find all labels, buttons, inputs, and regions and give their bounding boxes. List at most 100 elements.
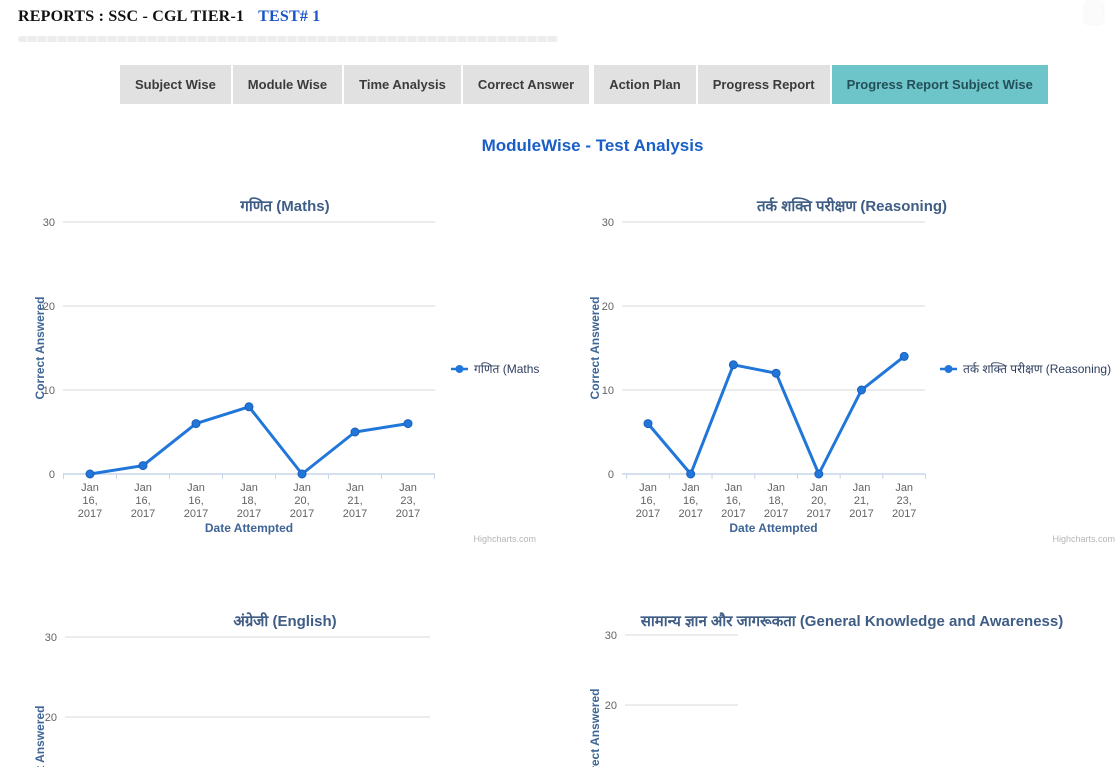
y-axis-title: Correct Answered — [33, 297, 47, 400]
x-tick-label: 23, — [400, 495, 415, 507]
x-tick-label: Jan — [682, 482, 700, 494]
x-tick-label: 18, — [768, 495, 783, 507]
x-tick-label: 16, — [135, 495, 150, 507]
data-point[interactable] — [771, 368, 781, 378]
legend-label: तर्क शक्ति परीक्षण (Reasoning) — [963, 362, 1111, 376]
x-tick-label: 16, — [82, 495, 97, 507]
data-point[interactable] — [899, 351, 909, 361]
x-tick-label: Jan — [293, 482, 311, 494]
x-tick-label: Jan — [767, 482, 785, 494]
data-point[interactable] — [814, 469, 824, 479]
x-tick-label: 2017 — [678, 508, 702, 520]
x-tick-label: Jan — [725, 482, 743, 494]
x-tick-label: Jan — [810, 482, 828, 494]
x-tick-label: 16, — [188, 495, 203, 507]
x-tick-label: 2017 — [721, 508, 745, 520]
legend-marker-dot — [455, 365, 464, 373]
x-tick-label: 20, — [294, 495, 309, 507]
x-tick-label: 2017 — [396, 508, 420, 520]
chart-svg: सामान्य ज्ञान और जागरूकता (General Knowl… — [588, 612, 1063, 767]
data-point[interactable] — [643, 419, 653, 429]
legend-item[interactable]: तर्क शक्ति परीक्षण (Reasoning) — [940, 362, 1111, 376]
x-tick-label: 2017 — [849, 508, 873, 520]
x-tick-label: 2017 — [807, 508, 831, 520]
y-tick-label: 20 — [43, 301, 55, 313]
chart-title: सामान्य ज्ञान और जागरूकता (General Knowl… — [640, 612, 1063, 630]
x-tick-label: 23, — [897, 495, 912, 507]
x-tick-label: 18, — [241, 495, 256, 507]
series-line — [88, 405, 410, 476]
tab-progress-report[interactable]: Progress Report — [697, 65, 830, 104]
data-point[interactable] — [85, 469, 95, 479]
highcharts-credit-link[interactable]: Highcharts.com — [1052, 534, 1115, 544]
x-tick-label: 2017 — [131, 508, 155, 520]
chart-svg: तर्क शक्ति परीक्षण (Reasoning) 30 20 10 0 Cor… — [588, 197, 1115, 544]
highcharts-credit-link[interactable]: Highcharts.com — [473, 534, 536, 544]
tab-module-wise[interactable]: Module Wise — [232, 65, 343, 104]
y-tick-label: 20 — [605, 700, 617, 712]
y-tick-label: 20 — [45, 712, 57, 724]
data-point[interactable] — [686, 469, 696, 479]
chart-general-knowledge: सामान्य ज्ञान और जागरूकता (General Knowl… — [585, 600, 1119, 767]
y-tick-label: 10 — [43, 385, 55, 397]
y-tick-label: 0 — [49, 469, 55, 481]
y-tick-label: 20 — [602, 301, 614, 313]
y-axis-title: Correct Answered — [33, 706, 47, 767]
tab-time-analysis[interactable]: Time Analysis — [344, 65, 461, 104]
legend-item[interactable]: गणित (Maths) — [451, 362, 540, 376]
tab-bar: Subject Wise Module Wise Time Analysis C… — [120, 65, 1050, 104]
data-point[interactable] — [297, 469, 307, 479]
y-axis-title: Correct Answered — [588, 297, 602, 400]
x-axis-title: Date Attempted — [205, 521, 293, 535]
x-tick-label: 20, — [811, 495, 826, 507]
chart-reasoning: तर्क शक्ति परीक्षण (Reasoning) 30 20 10 0 Cor… — [585, 185, 1119, 545]
x-tick-label: Jan — [399, 482, 417, 494]
x-tick-label: 2017 — [636, 508, 660, 520]
x-tick-label: Jan — [187, 482, 205, 494]
x-tick-label: Jan — [639, 482, 657, 494]
data-point[interactable] — [403, 419, 413, 429]
x-tick-label: 21, — [854, 495, 869, 507]
x-tick-label: Jan — [346, 482, 364, 494]
header-divider — [18, 36, 558, 42]
tab-action-plan[interactable]: Action Plan — [594, 65, 696, 104]
y-tick-label: 0 — [608, 469, 614, 481]
legend-label: गणित (Maths) — [474, 362, 540, 376]
x-tick-label: 2017 — [764, 508, 788, 520]
reports-title: REPORTS : SSC - CGL TIER-1 — [18, 8, 245, 25]
tab-subject-wise[interactable]: Subject Wise — [120, 65, 231, 104]
data-point[interactable] — [728, 360, 738, 370]
chart-maths: गणित (Maths) 30 20 10 0 Correct Answered Jan 16… — [30, 185, 540, 545]
legend-marker-dot — [944, 365, 953, 373]
x-tick-label: Jan — [81, 482, 99, 494]
x-tick-label: 2017 — [184, 508, 208, 520]
chart-title: गणित (Maths) — [239, 197, 329, 215]
x-tick-label: Jan — [853, 482, 871, 494]
data-point[interactable] — [244, 402, 254, 412]
y-tick-label: 30 — [602, 217, 614, 229]
y-tick-label: 30 — [43, 217, 55, 229]
page-title: ModuleWise - Test Analysis — [481, 136, 704, 155]
data-point[interactable] — [138, 461, 148, 471]
data-point[interactable] — [857, 385, 866, 395]
data-point[interactable] — [350, 427, 360, 437]
tab-correct-answer[interactable]: Correct Answer — [462, 65, 590, 104]
x-tick-label: Jan — [134, 482, 152, 494]
x-tick-label: 2017 — [237, 508, 261, 520]
x-axis-title: Date Attempted — [729, 521, 817, 535]
y-tick-label: 30 — [605, 630, 617, 642]
x-tick-label: 2017 — [343, 508, 367, 520]
report-header: REPORTS : SSC - CGL TIER-1 TEST# 1 — [18, 8, 321, 26]
y-tick-label: 30 — [45, 632, 57, 644]
x-tick-label: 16, — [683, 495, 698, 507]
test-number-link[interactable]: TEST# 1 — [258, 8, 321, 25]
data-point[interactable] — [191, 419, 201, 429]
tab-progress-report-subject-wise[interactable]: Progress Report Subject Wise — [831, 65, 1048, 104]
y-tick-label: 10 — [602, 385, 614, 397]
x-tick-label: Jan — [895, 482, 913, 494]
x-tick-label: 21, — [347, 495, 362, 507]
